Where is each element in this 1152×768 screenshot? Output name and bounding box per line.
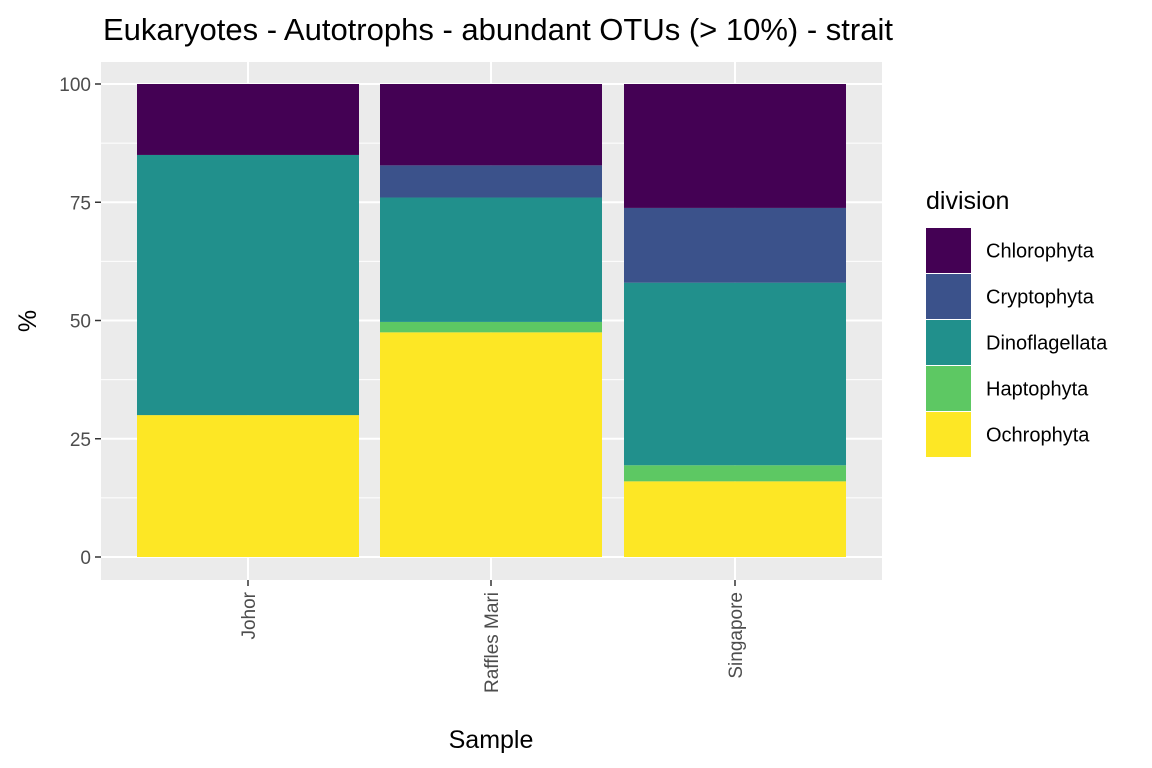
x-tick-label: Johor [239, 591, 260, 639]
bar-segment [380, 321, 602, 333]
legend: division Chlorophyta Cryptophyta Dinoflage… [926, 187, 1108, 457]
legend-label: Dinoflagellata [986, 333, 1108, 355]
y-tick-label: 0 [80, 548, 91, 569]
legend-label: Cryptophyta [986, 287, 1095, 309]
legend-label: Haptophyta [986, 379, 1089, 401]
x-tick-label: Singapore [726, 592, 747, 679]
y-tick-label: 75 [70, 193, 91, 214]
bar-segment [380, 84, 602, 166]
x-axis-title: Sample [449, 726, 534, 754]
legend-label: Ochrophyta [986, 425, 1090, 447]
bar-segment [624, 84, 846, 208]
legend-key [926, 412, 971, 457]
bar-segment [137, 154, 359, 416]
legend-title: division [926, 187, 1009, 215]
x-tick-label: Raffles Mari [482, 592, 503, 693]
legend-key [926, 228, 971, 273]
chart-title: Eukaryotes - Autotrophs - abundant OTUs … [103, 12, 893, 47]
bar-segment [380, 332, 602, 557]
legend-key [926, 366, 971, 411]
bar-segment [380, 165, 602, 198]
x-axis: Johor Raffles Mari Singapore [239, 580, 747, 693]
bars [137, 84, 846, 557]
bar-segment [624, 481, 846, 557]
y-tick-label: 25 [70, 430, 91, 451]
bar-segment [137, 415, 359, 557]
y-tick-label: 50 [70, 312, 91, 333]
legend-key [926, 274, 971, 319]
bar-segment [137, 84, 359, 155]
legend-label: Chlorophyta [986, 241, 1095, 263]
y-tick-label: 100 [59, 75, 91, 96]
y-axis-title: % [14, 310, 42, 332]
bar-segment [624, 465, 846, 482]
bar-segment [380, 197, 602, 322]
bar-segment [624, 207, 846, 283]
legend-key [926, 320, 971, 365]
y-axis: 0 25 50 75 100 [59, 75, 101, 569]
bar-segment [624, 282, 846, 466]
